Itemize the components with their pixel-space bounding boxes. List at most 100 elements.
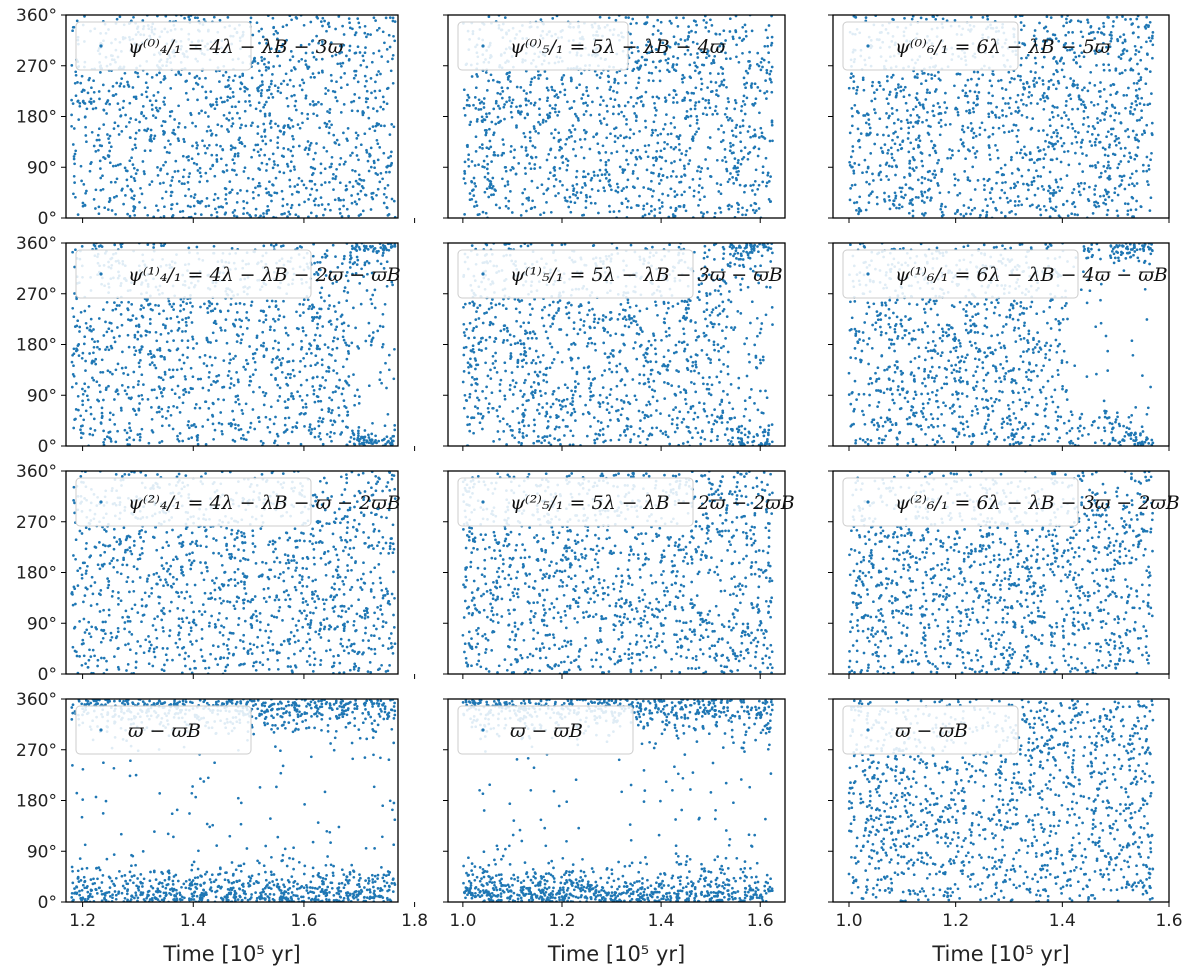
data-point: [717, 127, 720, 131]
data-point: [240, 409, 244, 412]
data-point: [293, 185, 297, 188]
data-point: [120, 77, 124, 80]
data-point: [73, 181, 76, 184]
data-point: [746, 157, 750, 161]
data-point: [329, 73, 333, 77]
data-point: [251, 121, 254, 125]
data-point: [134, 131, 138, 135]
data-point: [911, 155, 915, 159]
data-point: [258, 168, 262, 171]
data-point: [488, 179, 491, 183]
data-point: [886, 79, 889, 83]
data-point: [130, 156, 133, 160]
data-point: [1137, 35, 1140, 39]
y-tick-label: 0°: [38, 209, 57, 229]
data-point: [897, 83, 900, 86]
data-point: [652, 163, 656, 167]
data-point: [711, 113, 715, 116]
data-point: [1019, 21, 1023, 24]
data-point: [1113, 187, 1117, 190]
data-point: [210, 153, 214, 157]
data-point: [554, 156, 557, 159]
data-point: [366, 272, 369, 276]
data-point: [1150, 133, 1154, 137]
data-point: [1145, 67, 1149, 71]
data-point: [647, 40, 650, 44]
data-point: [898, 186, 902, 190]
data-point: [158, 349, 162, 352]
data-point: [468, 192, 472, 195]
data-point: [871, 172, 874, 176]
data-point: [347, 324, 350, 328]
data-point: [529, 102, 533, 105]
data-point: [487, 15, 491, 19]
data-point: [363, 84, 367, 88]
data-point: [644, 126, 648, 129]
data-point: [204, 76, 207, 80]
data-point: [861, 78, 865, 82]
data-point: [1042, 107, 1046, 111]
data-point: [176, 137, 180, 140]
data-point: [388, 170, 391, 174]
data-point: [515, 85, 519, 89]
data-point: [286, 215, 289, 218]
data-point: [910, 17, 914, 21]
data-point: [850, 107, 854, 110]
data-point: [481, 210, 485, 214]
data-point: [81, 351, 85, 355]
data-point: [948, 122, 952, 126]
data-point: [198, 166, 202, 170]
data-point: [509, 80, 512, 83]
data-point: [521, 191, 525, 195]
data-point: [361, 209, 365, 213]
data-point: [501, 177, 504, 181]
data-point: [1022, 86, 1025, 89]
data-point: [312, 103, 316, 107]
data-point: [674, 93, 678, 97]
data-point: [969, 121, 973, 125]
data-point: [76, 81, 79, 84]
data-point: [379, 371, 382, 374]
data-point: [154, 116, 158, 120]
data-point: [202, 18, 206, 21]
data-point: [667, 70, 671, 74]
data-point: [327, 21, 331, 25]
data-point: [546, 187, 550, 190]
data-point: [1065, 86, 1069, 90]
data-point: [263, 114, 267, 118]
data-point: [658, 38, 661, 41]
data-point: [936, 161, 939, 165]
data-point: [118, 304, 121, 307]
data-point: [584, 101, 588, 105]
data-point: [189, 113, 193, 117]
data-point: [575, 182, 579, 186]
data-point: [483, 128, 487, 132]
data-point: [1113, 106, 1117, 110]
data-point: [575, 86, 579, 90]
data-point: [767, 180, 771, 183]
data-point: [1100, 49, 1103, 53]
data-point: [719, 183, 723, 187]
data-point: [115, 17, 119, 21]
data-point: [306, 298, 310, 302]
data-point: [885, 174, 888, 178]
data-point: [914, 195, 918, 199]
data-point: [611, 112, 615, 116]
data-point: [287, 360, 291, 363]
data-point: [1054, 205, 1058, 209]
data-point: [745, 96, 749, 100]
data-point: [1094, 163, 1097, 167]
data-point: [542, 211, 546, 215]
data-point: [331, 177, 335, 180]
data-point: [1076, 86, 1079, 90]
data-point: [123, 428, 127, 432]
data-point: [538, 123, 542, 126]
data-point: [342, 33, 346, 36]
data-point: [132, 166, 136, 170]
data-point: [530, 77, 534, 81]
data-point: [991, 200, 995, 204]
data-point: [232, 384, 236, 387]
data-point: [280, 45, 283, 49]
data-point: [956, 113, 960, 117]
data-point: [510, 211, 514, 214]
